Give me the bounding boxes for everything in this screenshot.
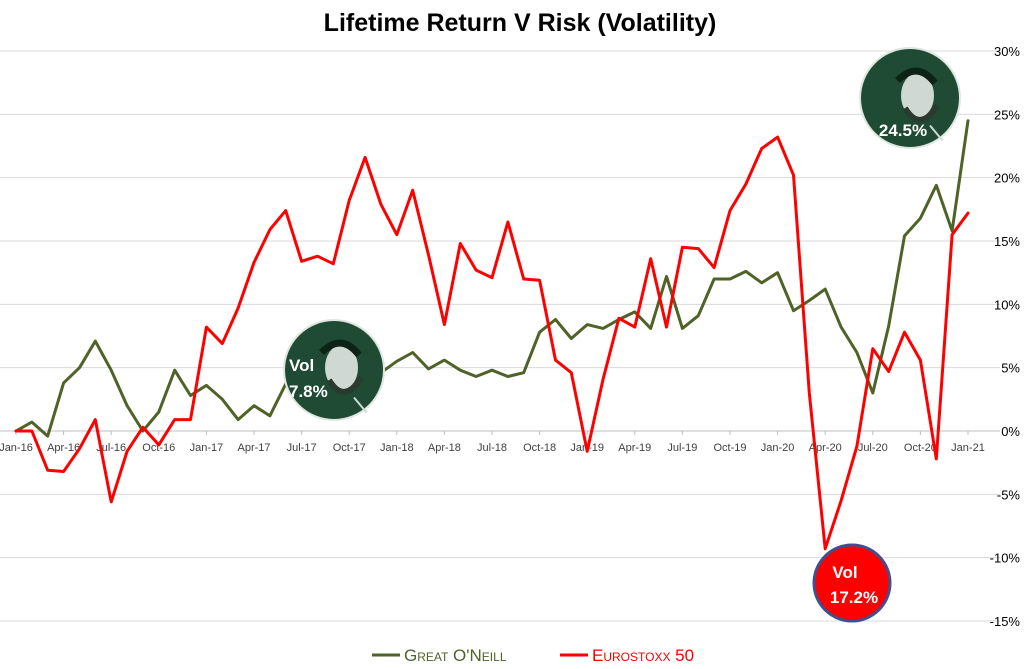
x-tick-label: Jul-19 bbox=[667, 442, 697, 454]
x-tick-label: Apr-17 bbox=[237, 442, 270, 454]
x-tick-label: Oct-18 bbox=[523, 442, 556, 454]
x-tick-label: Jan-20 bbox=[761, 442, 795, 454]
portrait-face-shape bbox=[901, 73, 934, 118]
return-badge-great-oneill: 24.5% bbox=[859, 47, 961, 149]
legend-label-0: Great O'Neill bbox=[404, 646, 507, 665]
y-tick-label: 25% bbox=[994, 107, 1020, 122]
annotation-badges: Vol 7.8% Vol 17.2% 24.5% bbox=[283, 47, 961, 623]
portrait-collar-shape bbox=[353, 396, 368, 414]
x-tick-label: Jul-17 bbox=[287, 442, 317, 454]
y-tick-label: 15% bbox=[994, 234, 1020, 249]
y-tick-label: 30% bbox=[994, 44, 1020, 59]
chart-title: Lifetime Return V Risk (Volatility) bbox=[324, 9, 717, 37]
vol-value: 17.2% bbox=[830, 588, 878, 607]
y-tick-label: 0% bbox=[1001, 424, 1020, 439]
portrait-beard-shape bbox=[902, 103, 941, 123]
portrait-beard-shape bbox=[326, 375, 365, 395]
x-tick-label: Jan-17 bbox=[190, 442, 224, 454]
x-tick-label: Oct-17 bbox=[333, 442, 366, 454]
portrait-hair-shape bbox=[319, 339, 362, 358]
y-tick-label: -15% bbox=[990, 614, 1021, 629]
y-tick-label: -5% bbox=[997, 487, 1021, 502]
portrait-collar-shape bbox=[929, 124, 944, 142]
x-tick-label: Jan-21 bbox=[951, 442, 985, 454]
return-value: 24.5% bbox=[879, 121, 927, 140]
x-tick-label: Jan-18 bbox=[380, 442, 414, 454]
vol-label: Vol bbox=[289, 356, 314, 375]
vol-badge-great-oneill: Vol 7.8% bbox=[283, 319, 385, 421]
legend-label-1: Eurostoxx 50 bbox=[592, 646, 694, 665]
x-tick-label: Jan-16 bbox=[0, 442, 33, 454]
vol-value: 7.8% bbox=[289, 382, 328, 401]
y-tick-label: 5% bbox=[1001, 361, 1020, 376]
y-axis-ticks: 30% 25% 20% 15% 10% 5% 0% -5% -10% -15% bbox=[990, 44, 1021, 629]
x-tick-label: Jul-18 bbox=[477, 442, 507, 454]
portrait-hair-shape bbox=[895, 67, 938, 86]
x-tick-label: Apr-18 bbox=[428, 442, 461, 454]
x-tick-label: Oct-16 bbox=[142, 442, 175, 454]
series-line-1 bbox=[14, 135, 970, 551]
x-tick-label: Jul-20 bbox=[858, 442, 888, 454]
vol-badge-circle bbox=[812, 543, 892, 623]
vol-badge-eurostoxx: Vol 17.2% bbox=[812, 543, 892, 623]
y-tick-label: -10% bbox=[990, 551, 1021, 566]
x-tick-label: Apr-19 bbox=[618, 442, 651, 454]
grid-lines bbox=[0, 50, 1000, 622]
vol-label: Vol bbox=[832, 563, 857, 582]
series-lines bbox=[14, 119, 970, 551]
y-tick-label: 20% bbox=[994, 171, 1020, 186]
x-tick-label: Oct-20 bbox=[904, 442, 937, 454]
x-tick-label: Apr-16 bbox=[47, 442, 80, 454]
x-tick-label: Oct-19 bbox=[713, 442, 746, 454]
portrait-face-shape bbox=[325, 345, 358, 390]
series-line-0 bbox=[14, 119, 970, 438]
y-tick-label: 10% bbox=[994, 297, 1020, 312]
legend: Great O'Neill Eurostoxx 50 bbox=[372, 646, 694, 665]
x-tick-label: Apr-20 bbox=[809, 442, 842, 454]
x-tick-label: Jul-16 bbox=[96, 442, 126, 454]
